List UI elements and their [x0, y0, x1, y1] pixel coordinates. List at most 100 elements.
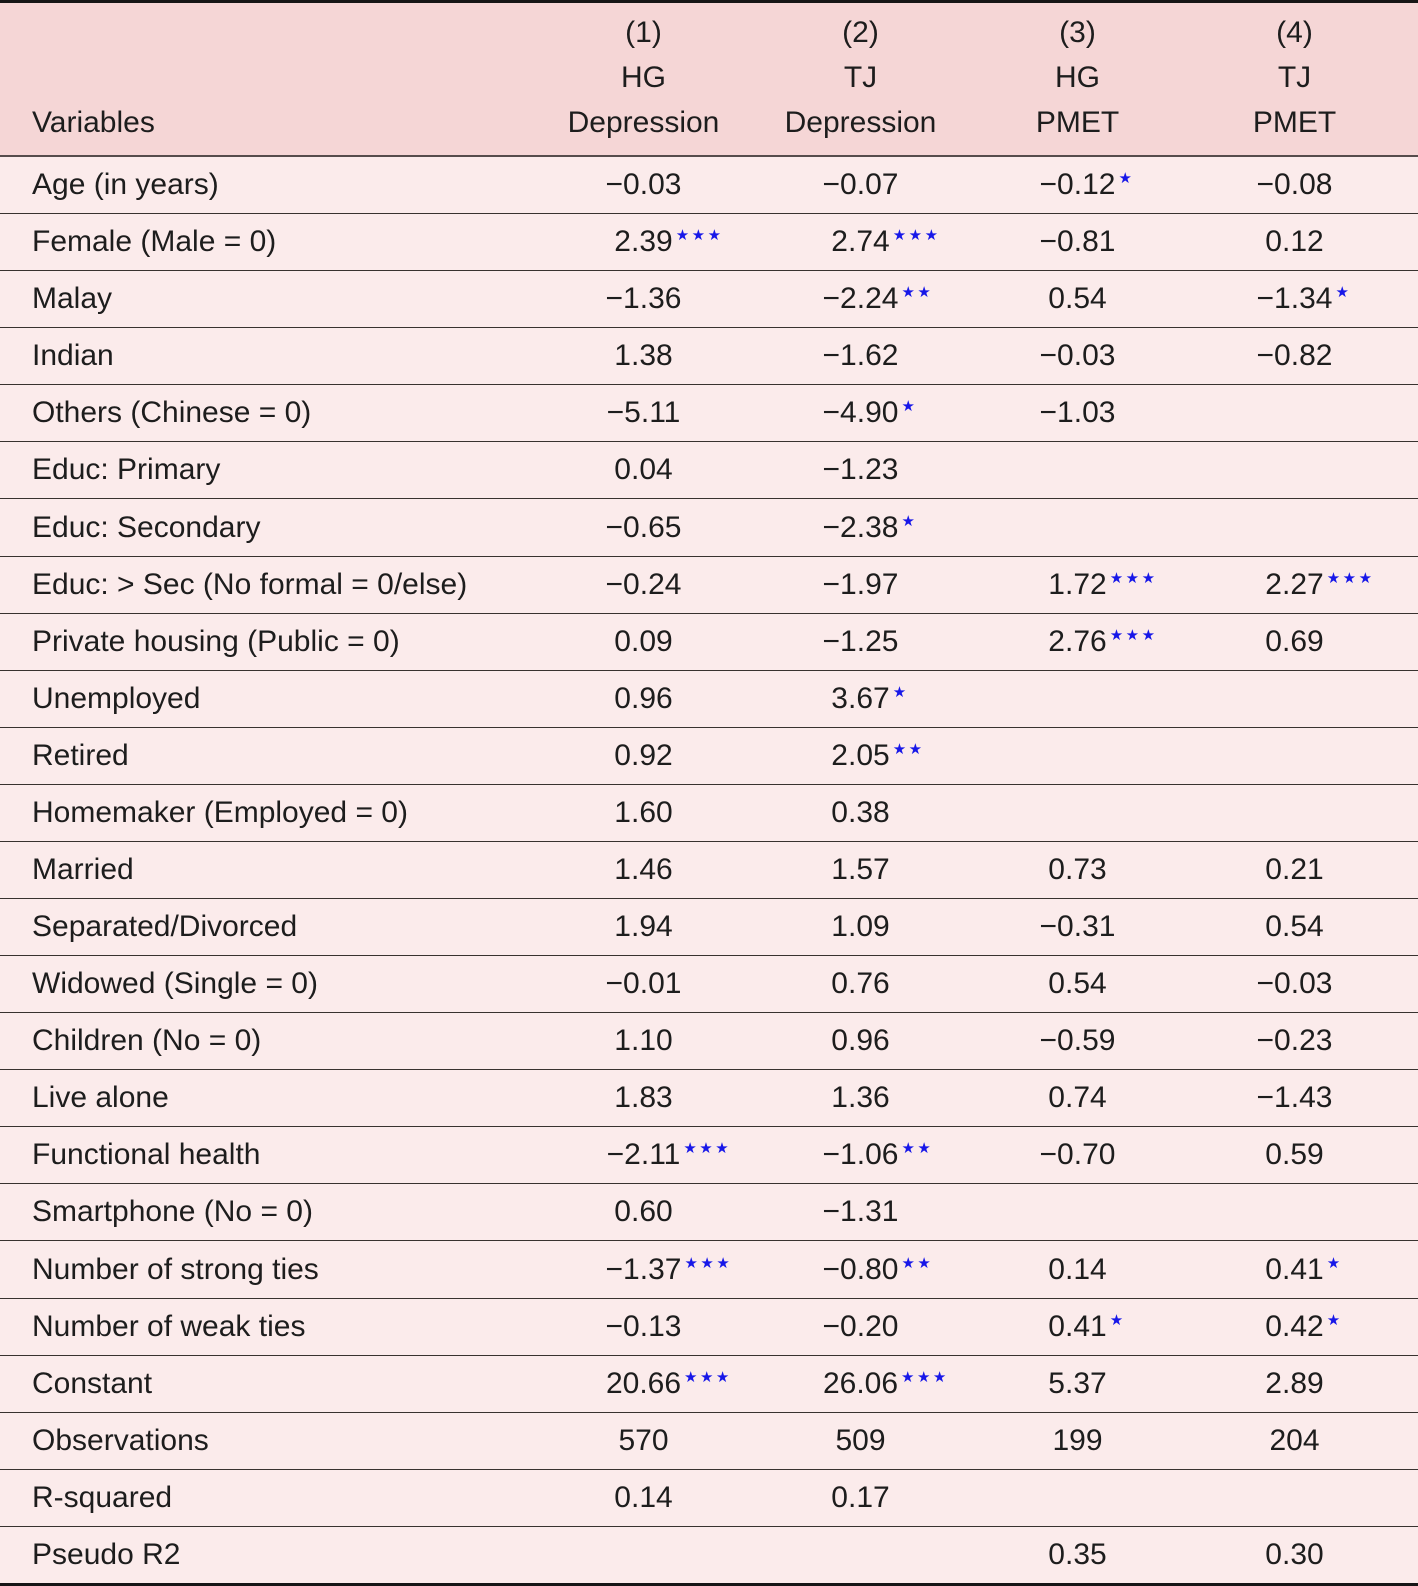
table-row: Malay −1.36 −2.24 ★★ 0.54 −1.34 ★	[0, 271, 1418, 329]
coefficient-value: −0.65	[605, 510, 682, 544]
coefficient-value: 2.76	[1048, 624, 1107, 658]
table-row: Educ: Primary 0.04 −1.23	[0, 442, 1418, 500]
coefficient-cell: −1.03	[969, 396, 1186, 430]
coefficient-value: 0.54	[1265, 910, 1324, 944]
coefficient-value: 2.27	[1265, 567, 1324, 601]
coefficient-cell	[1186, 1481, 1403, 1515]
coefficient-cell: −1.37 ★★★	[605, 1252, 733, 1286]
coefficient-cell: 1.10	[535, 1024, 752, 1058]
coefficient-value: 0.12	[1265, 225, 1324, 259]
coefficient-cell: 204	[1186, 1424, 1403, 1458]
coefficient-cell	[535, 1538, 752, 1572]
coefficient-cell: −1.23	[752, 453, 969, 487]
coefficient-value: 2.89	[1265, 1366, 1324, 1400]
coefficient-value: 0.96	[614, 681, 673, 715]
coefficient-cell: 2.74 ★★★	[831, 225, 941, 259]
coefficient-cell: 0.09	[535, 625, 752, 659]
column-header-line: (4)	[1276, 16, 1313, 49]
table-row: Observations 570 509 199 204	[0, 1412, 1418, 1470]
coefficient-value: −5.11	[606, 396, 681, 430]
coefficient-value: 1.36	[831, 1081, 890, 1115]
column-header-line: HG	[1055, 61, 1100, 94]
coefficient-value: −0.07	[822, 168, 899, 202]
coefficient-cell: 0.14	[969, 1253, 1186, 1287]
coefficient-value: 0.54	[1048, 967, 1107, 1001]
coefficient-cell: 0.54	[969, 282, 1186, 316]
coefficient-value: −0.70	[1039, 1138, 1116, 1172]
coefficient-cell: −4.90 ★	[822, 396, 918, 430]
coefficient-cell: 0.69	[1186, 625, 1403, 659]
coefficient-value: 0.69	[1265, 624, 1324, 658]
column-header: (2) TJ Depression	[752, 10, 969, 145]
coefficient-cell: 0.41 ★	[1265, 1252, 1343, 1286]
coefficient-cell	[969, 453, 1186, 487]
column-header: (3) HG PMET	[969, 10, 1186, 145]
coefficient-cell: 0.92	[535, 739, 752, 773]
coefficient-cell: 1.72 ★★★	[1048, 567, 1158, 601]
table-row: Private housing (Public = 0) 0.09 −1.25 2.7…	[0, 613, 1418, 671]
coefficient-cell: −1.31	[752, 1195, 969, 1229]
column-header-line: Depression	[784, 106, 937, 139]
row-label: Constant	[32, 1366, 153, 1400]
coefficient-value: −2.38	[822, 510, 899, 544]
coefficient-cell	[969, 796, 1186, 830]
coefficient-cell: −0.13	[535, 1310, 752, 1344]
column-header-line: TJ	[1277, 61, 1312, 94]
table-row: Functional health −2.11 ★★★ −1.06 ★★ −0.70 0.5…	[0, 1127, 1418, 1185]
coefficient-cell: −1.06 ★★	[822, 1138, 934, 1172]
coefficient-cell	[969, 1481, 1186, 1515]
coefficient-cell: 3.67 ★	[831, 681, 909, 715]
coefficient-cell	[969, 1195, 1186, 1229]
coefficient-cell: −0.07	[752, 168, 969, 202]
table-row: Others (Chinese = 0) −5.11 −4.90 ★ −1.03	[0, 385, 1418, 443]
column-header-line: (2)	[842, 16, 879, 49]
coefficient-cell: 0.14	[535, 1481, 752, 1515]
row-label: Pseudo R2	[32, 1537, 181, 1571]
coefficient-value: −0.12	[1039, 168, 1116, 202]
row-label: Number of weak ties	[32, 1309, 306, 1343]
coefficient-cell: −0.12 ★	[1039, 168, 1135, 202]
coefficient-value: 0.30	[1265, 1537, 1324, 1571]
coefficient-value: 0.35	[1048, 1537, 1107, 1571]
coefficient-value: −1.34	[1256, 282, 1333, 316]
row-label: Married	[32, 852, 134, 886]
coefficient-cell: 26.06 ★★★	[822, 1366, 949, 1400]
coefficient-cell: −0.03	[535, 168, 752, 202]
coefficient-cell: 2.76 ★★★	[1048, 624, 1158, 658]
coefficient-cell: 0.21	[1186, 853, 1403, 887]
coefficient-value: 3.67	[831, 681, 890, 715]
row-label: Homemaker (Employed = 0)	[32, 795, 408, 829]
row-label: Educ: Primary	[32, 453, 221, 487]
column-header-line: Depression	[567, 106, 720, 139]
row-label: Retired	[32, 738, 129, 772]
coefficient-cell: 5.37	[969, 1367, 1186, 1401]
coefficient-value: 20.66	[605, 1366, 682, 1400]
table-row: Children (No = 0) 1.10 0.96 −0.59 −0.23	[0, 1013, 1418, 1071]
coefficient-cell	[969, 682, 1186, 716]
coefficient-cell: 1.36	[752, 1081, 969, 1115]
coefficient-cell: 1.83	[535, 1081, 752, 1115]
coefficient-cell: −0.08	[1186, 168, 1403, 202]
column-header: (4) TJ PMET	[1186, 10, 1403, 145]
coefficient-value: 0.76	[831, 967, 890, 1001]
coefficient-cell: −2.11 ★★★	[606, 1138, 732, 1172]
coefficient-value: 199	[1052, 1423, 1103, 1457]
coefficient-value: 204	[1269, 1423, 1320, 1457]
table-body: Age (in years) −0.03 −0.07 −0.12 ★ −0.08 Femal…	[0, 157, 1418, 1583]
coefficient-value: 2.74	[831, 225, 890, 259]
coefficient-value: −1.06	[822, 1138, 899, 1172]
row-label: Children (No = 0)	[32, 1024, 262, 1058]
coefficient-value: 0.42	[1265, 1309, 1324, 1343]
coefficient-value: 570	[618, 1423, 669, 1457]
coefficient-value: −0.59	[1039, 1024, 1116, 1058]
column-header-line: PMET	[1035, 106, 1120, 139]
coefficient-value: 5.37	[1048, 1366, 1107, 1400]
coefficient-cell: 0.59	[1186, 1138, 1403, 1172]
coefficient-cell: 1.94	[535, 910, 752, 944]
table-row: Educ: > Sec (No formal = 0/else) −0.24 −1.…	[0, 556, 1418, 614]
coefficient-cell: −0.70	[969, 1138, 1186, 1172]
row-label: Smartphone (No = 0)	[32, 1195, 313, 1229]
coefficient-value: 2.05	[831, 738, 890, 772]
coefficient-value: 0.14	[614, 1480, 673, 1514]
